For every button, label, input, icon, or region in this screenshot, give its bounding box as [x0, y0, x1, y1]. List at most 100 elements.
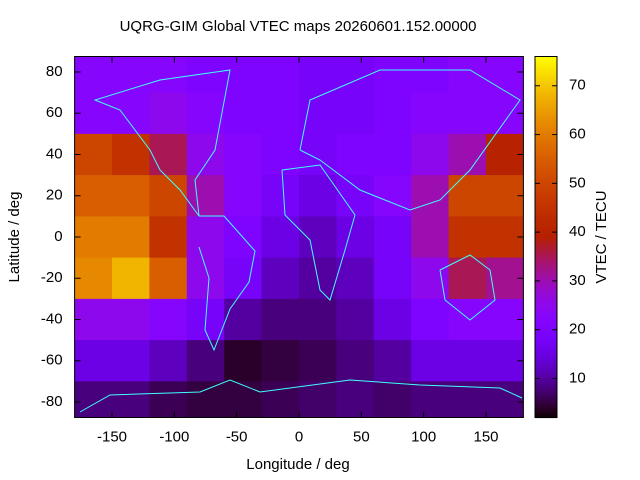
- colorbar-step: [535, 255, 557, 259]
- colorbar-step: [535, 396, 557, 401]
- colorbar-step: [535, 164, 557, 169]
- colorbar-step: [535, 143, 557, 148]
- heatmap-cell: [411, 56, 450, 94]
- heatmap-cell: [373, 175, 412, 217]
- x-tick-label: 150: [473, 428, 498, 445]
- heatmap-cell: [373, 92, 412, 135]
- colorbar-step: [535, 86, 557, 91]
- colorbar-step: [535, 116, 557, 121]
- colorbar-label: VTEC / TECU: [593, 190, 610, 283]
- heatmap-cell: [74, 340, 113, 382]
- heatmap-cell: [261, 257, 300, 300]
- colorbar-step: [535, 285, 557, 289]
- heatmap-cell: [112, 216, 150, 259]
- heatmap-cell: [299, 381, 337, 418]
- colorbar-step: [535, 342, 557, 346]
- colorbar-step: [535, 155, 557, 160]
- x-tick-label: -100: [159, 428, 189, 445]
- chart-title: UQRG-GIM Global VTEC maps 20260601.152.0…: [120, 18, 477, 35]
- heatmap-cell: [112, 92, 150, 135]
- heatmap-cell: [373, 298, 412, 341]
- coastline: [198, 215, 256, 352]
- colorbar-step: [535, 243, 557, 247]
- colorbar-step: [535, 369, 557, 373]
- colorbar-step: [535, 149, 557, 154]
- colorbar-tick-label: 70: [569, 77, 586, 94]
- colorbar-step: [535, 252, 557, 256]
- heatmap-cell: [261, 92, 300, 135]
- heatmap-cell: [261, 56, 300, 94]
- colorbar-step: [535, 249, 557, 253]
- colorbar-step: [535, 381, 557, 386]
- y-tick-label: -60: [41, 352, 63, 369]
- colorbar-tick-label: 50: [569, 174, 586, 191]
- x-tick-label: 0: [295, 428, 303, 445]
- heatmap-cell: [486, 257, 524, 300]
- colorbar-step: [535, 212, 557, 217]
- heatmap-cell: [149, 216, 188, 259]
- colorbar-step: [535, 71, 557, 76]
- colorbar-step: [535, 227, 557, 232]
- heatmap-cell: [411, 381, 450, 418]
- heatmap-cell: [299, 92, 337, 135]
- colorbar-step: [535, 414, 557, 419]
- colorbar-step: [535, 318, 557, 322]
- colorbar-step: [535, 134, 557, 139]
- heatmap-cell: [186, 340, 225, 382]
- heatmap-cell: [373, 381, 412, 418]
- colorbar: [535, 56, 557, 419]
- heatmap-cell: [448, 340, 487, 382]
- colorbar-step: [535, 270, 557, 274]
- heatmap-cell: [224, 92, 263, 135]
- colorbar-step: [535, 306, 557, 310]
- colorbar-tick-label: 30: [569, 272, 586, 289]
- heatmap-cell: [74, 92, 113, 135]
- y-tick-label: 60: [46, 104, 63, 121]
- colorbar-step: [535, 327, 557, 331]
- heatmap-cell: [336, 381, 375, 418]
- heatmap-cell: [336, 257, 375, 300]
- colorbar-step: [535, 288, 557, 292]
- colorbar-step: [535, 167, 557, 172]
- heatmap-cell: [112, 298, 150, 341]
- colorbar-step: [535, 282, 557, 286]
- colorbar-step: [535, 59, 557, 64]
- heatmap-cell: [299, 175, 337, 217]
- heatmap-cell: [373, 216, 412, 259]
- colorbar-step: [535, 279, 557, 283]
- y-axis-label: Latitude / deg: [6, 192, 23, 283]
- colorbar-step: [535, 354, 557, 358]
- colorbar-step: [535, 233, 557, 238]
- x-tick-label: 50: [353, 428, 370, 445]
- heatmap-cell: [261, 133, 300, 176]
- heatmap-cell: [261, 298, 300, 341]
- heatmap-cell: [186, 56, 225, 94]
- heatmap-cell: [373, 133, 412, 176]
- coastline: [299, 69, 521, 211]
- y-tick-label: -80: [41, 393, 63, 410]
- heatmap: [74, 56, 524, 418]
- heatmap-cell: [186, 92, 225, 135]
- heatmap-cell: [448, 298, 487, 341]
- colorbar-step: [535, 170, 557, 175]
- colorbar-step: [535, 152, 557, 157]
- heatmap-cell: [448, 257, 487, 300]
- heatmap-cell: [299, 340, 337, 382]
- heatmap-cell: [486, 133, 524, 176]
- colorbar-step: [535, 339, 557, 343]
- y-tick-label: -40: [41, 310, 63, 327]
- heatmap-cell: [74, 56, 113, 94]
- colorbar-step: [535, 158, 557, 163]
- colorbar-step: [535, 273, 557, 277]
- heatmap-cell: [112, 257, 150, 300]
- x-tick-label: -150: [97, 428, 127, 445]
- heatmap-cell: [336, 298, 375, 341]
- heatmap-cell: [261, 175, 300, 217]
- heatmap-cell: [149, 175, 188, 217]
- colorbar-step: [535, 140, 557, 145]
- colorbar-step: [535, 89, 557, 94]
- colorbar-step: [535, 393, 557, 398]
- heatmap-cell: [224, 257, 263, 300]
- heatmap-cell: [112, 340, 150, 382]
- colorbar-step: [535, 363, 557, 367]
